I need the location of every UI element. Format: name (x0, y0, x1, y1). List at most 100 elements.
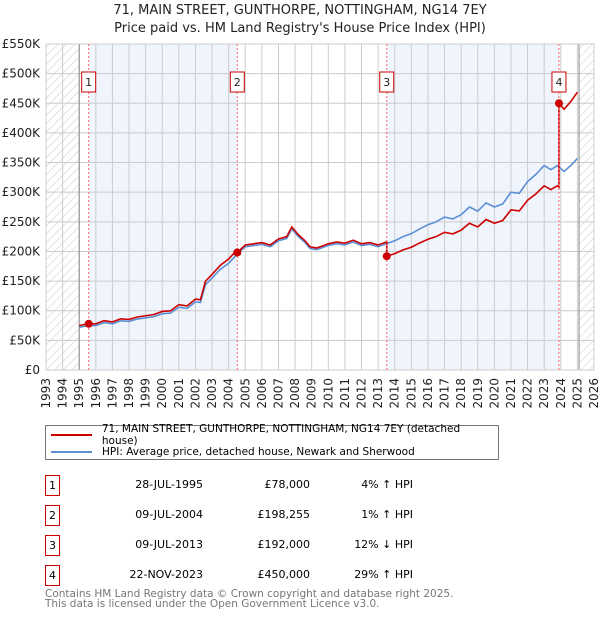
sale-point (554, 99, 563, 108)
footer-line: Contains HM Land Registry data © Crown c… (45, 588, 454, 600)
sale-label-box: 4 (551, 71, 567, 93)
x-tick-label: 2005 (238, 378, 252, 409)
sale-date: 28-JUL-1995 (135, 478, 203, 491)
x-tick-label: 2022 (521, 378, 535, 409)
x-tick-label: 2024 (554, 378, 568, 409)
y-tick-label: £400K (2, 126, 42, 140)
legend-item-hpi: HPI: Average price, detached house, Newa… (51, 444, 415, 460)
sale-label-number: 4 (555, 76, 562, 89)
x-tick-label: 2020 (487, 378, 501, 409)
chart-title: 71, MAIN STREET, GUNTHORPE, NOTTINGHAM, … (113, 3, 487, 18)
sale-number: 3 (45, 535, 60, 556)
x-tick-label: 2026 (587, 378, 600, 409)
x-tick-label: 2009 (305, 378, 319, 409)
sale-label-border (229, 71, 245, 93)
legend: 71, MAIN STREET, GUNTHORPE, NOTTINGHAM, … (45, 423, 499, 460)
x-tick-label: 1999 (139, 378, 153, 409)
x-tick-label: 2016 (421, 378, 435, 409)
y-tick-label: £100K (2, 304, 42, 318)
x-tick-label: 1993 (39, 378, 53, 409)
legend-label: 71, MAIN STREET, GUNTHORPE, NOTTINGHAM, … (101, 423, 461, 447)
x-tick-label: 2000 (155, 378, 169, 409)
x-tick-label: 2007 (271, 378, 285, 409)
sale-price: £450,000 (257, 568, 311, 581)
y-tick-label: £200K (2, 244, 42, 258)
y-tick-label: £550K (2, 37, 42, 51)
sale-hpi-diff: 1% ↑ HPI (361, 508, 413, 521)
x-tick-label: 2014 (388, 378, 402, 409)
sale-label-box: 1 (81, 71, 97, 93)
sale-date: 22-NOV-2023 (129, 568, 203, 581)
sale-row: 1 28-JUL-1995 £78,000 4% ↑ HPI (45, 475, 445, 496)
sale-row: 3 09-JUL-2013 £192,000 12% ↓ HPI (45, 535, 445, 556)
x-tick-label: 2004 (222, 378, 236, 409)
x-tick-label: 2015 (404, 378, 418, 409)
x-tick-label: 2002 (188, 378, 202, 409)
sale-row: 2 09-JUL-2004 £198,255 1% ↑ HPI (45, 505, 445, 526)
sale-label-box: 3 (379, 71, 395, 93)
y-tick-label: £350K (2, 156, 42, 170)
plot-frame (45, 43, 595, 371)
x-tick-label: 1998 (122, 378, 136, 409)
x-tick-label: 2001 (172, 378, 186, 409)
sale-price: £78,000 (264, 478, 311, 491)
y-tick-label: £500K (2, 67, 42, 81)
sale-hpi-diff: 12% ↓ HPI (354, 538, 413, 551)
x-tick-label: 2006 (255, 378, 269, 409)
footer-line: This data is licensed under the Open Gov… (45, 598, 380, 610)
chart-subtitle: Price paid vs. HM Land Registry's House … (114, 21, 486, 36)
sale-label-border (379, 71, 395, 93)
legend-swatch-blue (51, 451, 92, 453)
no-data-region (579, 44, 594, 370)
x-tick-label: 2011 (338, 378, 352, 409)
y-tick-label: £300K (2, 185, 42, 199)
y-tick-label: £450K (2, 96, 42, 110)
x-tick-label: 2017 (438, 378, 452, 409)
y-tick-label: £250K (2, 215, 42, 229)
sale-label-border (81, 71, 97, 93)
x-tick-label: 2012 (355, 378, 369, 409)
x-tick-label: 2010 (321, 378, 335, 409)
sale-price: £192,000 (257, 538, 311, 551)
property-price-line (79, 91, 579, 327)
legend-swatch-red (51, 434, 92, 436)
sale-point (233, 248, 242, 257)
x-tick-label: 2013 (371, 378, 385, 409)
sale-label-border (551, 71, 567, 93)
y-tick-label: £150K (2, 274, 42, 288)
x-tick-label: 1994 (56, 378, 70, 409)
sale-hpi-diff: 4% ↑ HPI (361, 478, 413, 491)
y-tick-label: £0 (25, 363, 40, 377)
sale-label-number: 1 (85, 76, 92, 89)
hpi-line (79, 157, 578, 329)
ownership-band (386, 44, 559, 370)
sale-row: 4 22-NOV-2023 £450,000 29% ↑ HPI (45, 565, 445, 586)
legend-item-property: 71, MAIN STREET, GUNTHORPE, NOTTINGHAM, … (51, 423, 498, 447)
x-tick-label: 2025 (570, 378, 584, 409)
sale-point (382, 252, 391, 261)
sale-number: 4 (45, 565, 60, 586)
x-tick-label: 1996 (89, 378, 103, 409)
price-chart: 1993 1994 1995 1996 1997 1998 1999 2000 2001 2002… (2, 37, 600, 409)
x-tick-label: 2019 (471, 378, 485, 409)
footer: Contains HM Land Registry data © Crown c… (45, 588, 454, 610)
sale-hpi-diff: 29% ↑ HPI (354, 568, 413, 581)
x-tick-label: 2018 (454, 378, 468, 409)
x-tick-label: 2021 (504, 378, 518, 409)
x-tick-label: 1995 (72, 378, 86, 409)
sale-label-number: 3 (383, 76, 390, 89)
sale-number: 1 (45, 475, 60, 496)
sale-price: £198,255 (257, 508, 311, 521)
sale-label-number: 2 (234, 76, 241, 89)
legend-label: HPI: Average price, detached house, Newa… (102, 446, 415, 458)
sale-point (84, 319, 93, 328)
sale-label-box: 2 (229, 71, 245, 93)
sale-number: 2 (45, 505, 60, 526)
sale-date: 09-JUL-2013 (135, 538, 203, 551)
x-tick-label: 2008 (288, 378, 302, 409)
y-tick-label: £50K (9, 333, 41, 347)
x-tick-label: 1997 (105, 378, 119, 409)
x-tick-label: 2003 (205, 378, 219, 409)
sale-date: 09-JUL-2004 (135, 508, 203, 521)
